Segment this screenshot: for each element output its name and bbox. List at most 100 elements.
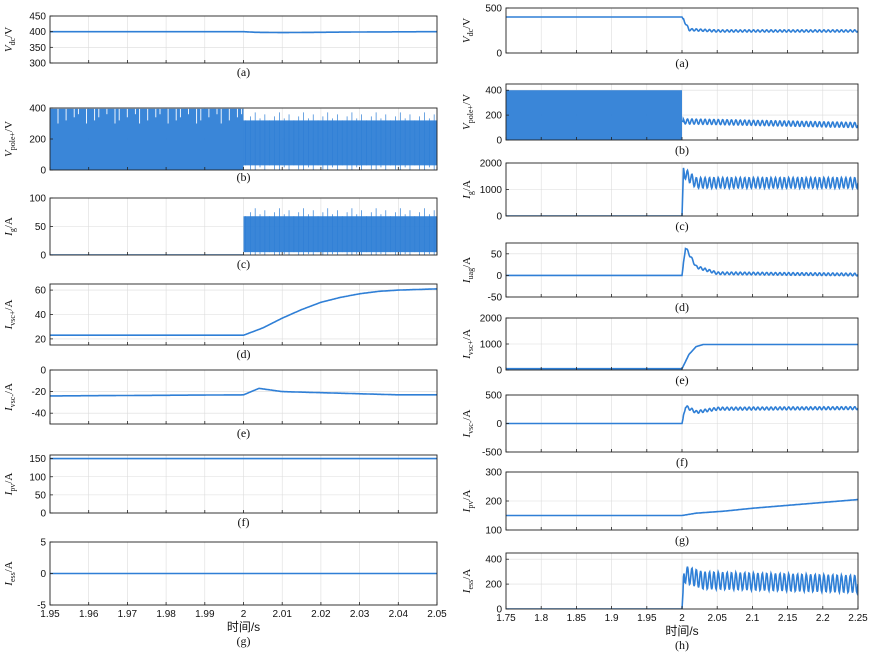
panel-R_d: -50 0 50 Iuag/A (d): [461, 242, 859, 314]
y-tick-label: 0: [40, 366, 46, 377]
panel-caption: (d): [675, 300, 689, 314]
y-tick-label: -5: [37, 601, 46, 612]
y-axis-label: Ivsc-/A: [461, 409, 475, 438]
y-tick-label: 60: [35, 286, 47, 297]
x-tick-label: 1.96: [79, 609, 99, 620]
x-tick-label: 1.8: [534, 613, 548, 624]
panel-caption: (f): [676, 455, 688, 469]
y-tick-label: 1000: [480, 185, 503, 196]
panel-caption: (c): [237, 257, 250, 271]
series-R_f: [506, 405, 858, 425]
y-tick-label: 350: [29, 43, 46, 54]
series-R_d: [506, 247, 858, 277]
x-tick-label: 2.15: [778, 613, 798, 624]
y-tick-label: 0: [40, 569, 46, 580]
panel-L_d: 20 40 60 Ivsc+/A (d): [3, 283, 438, 361]
y-tick-label: 0: [496, 212, 502, 223]
y-tick-label: 0: [496, 136, 502, 147]
x-tick-label: 2.05: [707, 613, 727, 624]
x-tick-label: 1.99: [195, 609, 215, 620]
y-tick-label: 0: [496, 605, 502, 616]
x-tick-label: 2.04: [389, 609, 409, 620]
y-tick-label: 1000: [480, 340, 503, 351]
panel-caption: (e): [237, 426, 250, 440]
y-axis-label: Iuag/A: [461, 257, 475, 284]
panel-R_a: 0 500 Vdc/V (a): [461, 4, 859, 70]
x-axis-label: 时间/s: [227, 620, 260, 634]
panel-caption: (b): [675, 143, 689, 157]
series-L_c: [50, 208, 437, 255]
band-after-switch: [243, 120, 437, 166]
y-tick-label: -50: [488, 293, 503, 304]
band-before-switch: [50, 108, 244, 170]
series-L_a: [50, 30, 437, 34]
panel-L_e: -40 -20 0 Ivsc-/A (e): [3, 366, 438, 440]
y-tick-label: 0: [496, 271, 502, 282]
panel-caption: (a): [675, 56, 688, 70]
y-tick-label: 5: [40, 538, 46, 549]
panel-caption: (a): [237, 65, 250, 79]
y-tick-label: 300: [29, 59, 46, 70]
y-tick-label: -40: [32, 409, 47, 420]
y-tick-label: 50: [35, 490, 47, 501]
y-axis-label: Vdc/V: [3, 27, 17, 52]
y-tick-label: 0: [40, 251, 46, 262]
panel-R_b: 0 200 400 Vpole+/V (b): [461, 83, 859, 157]
panel-L_c: 0 50 100 Ig/A (c): [3, 194, 438, 271]
panel-caption: (g): [675, 533, 689, 547]
x-tick-label: 2.01: [272, 609, 292, 620]
y-tick-label: 0: [496, 419, 502, 430]
panel-L_b: 0 200 400 Vpole+/V (b): [3, 104, 438, 184]
y-tick-label: 500: [485, 391, 502, 402]
x-tick-label: 2.02: [311, 609, 331, 620]
series-line: [506, 247, 858, 277]
x-tick-label: 1.97: [118, 609, 138, 620]
y-tick-label: 50: [491, 249, 503, 260]
x-tick-label: 1.95: [40, 609, 60, 620]
series-line: [506, 566, 858, 609]
y-tick-label: 200: [485, 580, 502, 591]
y-tick-label: 2000: [480, 314, 503, 325]
y-tick-label: 0: [496, 49, 502, 60]
x-tick-label: 1.9: [605, 613, 619, 624]
series-L_d: [50, 288, 437, 337]
y-tick-label: 450: [29, 12, 46, 23]
y-tick-label: 2000: [480, 159, 503, 170]
series-line: [50, 288, 437, 337]
y-tick-label: -500: [482, 448, 502, 459]
series-line: [506, 498, 858, 517]
y-tick-label: 40: [35, 310, 47, 321]
y-axis-label: Ivsc+/A: [461, 329, 475, 360]
y-tick-label: -20: [32, 387, 47, 398]
series-R_g: [506, 498, 858, 517]
x-tick-label: 2: [241, 609, 247, 620]
panel-caption: (f): [238, 515, 250, 529]
panel-caption: (g): [237, 634, 251, 648]
y-tick-label: 150: [29, 454, 46, 465]
y-axis-label: Iess/A: [3, 561, 17, 587]
x-tick-label: 1.98: [156, 609, 176, 620]
panel-caption: (c): [675, 219, 688, 233]
series-R_h: [506, 566, 858, 609]
panel-caption: (e): [675, 373, 688, 387]
panel-R_h: 0 200 400 1.75 1.8 1.85 1.9 1.95 2 2.05 2.1 2.15 2.2…: [461, 552, 868, 652]
y-tick-label: 500: [485, 4, 502, 15]
x-tick-label: 1.75: [496, 613, 516, 624]
y-axis-label: Iess/A: [461, 569, 475, 595]
panel-R_g: 100 200 300 Ipv/A (g): [461, 468, 859, 547]
y-tick-label: 50: [35, 222, 47, 233]
x-tick-label: 1.85: [567, 613, 587, 624]
y-tick-label: 20: [35, 334, 47, 345]
panel-R_c: 0 1000 2000 Ig/A (c): [461, 159, 859, 233]
x-tick-label: 2.05: [427, 609, 447, 620]
x-tick-label: 1.95: [637, 613, 657, 624]
panel-L_f: 0 50 100 150 Ipv/A (f): [3, 454, 438, 529]
panel-caption: (d): [237, 347, 251, 361]
panel-caption: (h): [675, 638, 689, 652]
series-line: [50, 387, 437, 397]
y-tick-label: 100: [29, 472, 46, 483]
y-tick-label: 300: [485, 468, 502, 479]
y-tick-label: 400: [29, 27, 46, 38]
band-after-switch: [243, 216, 437, 253]
y-tick-label: 200: [29, 135, 46, 146]
